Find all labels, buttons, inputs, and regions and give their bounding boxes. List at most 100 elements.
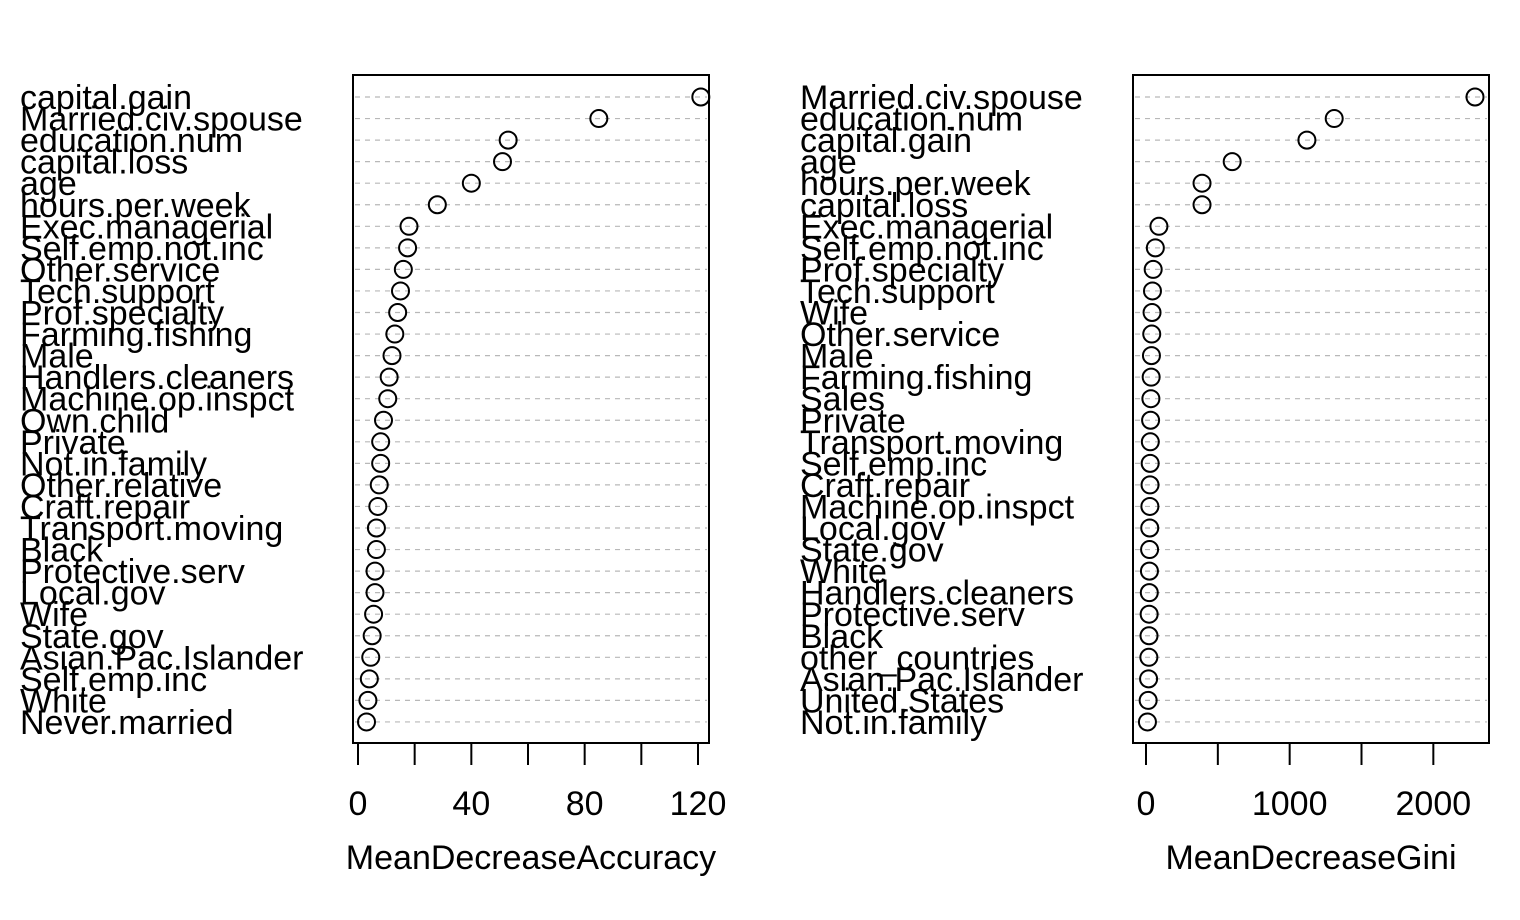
category-label: education.num xyxy=(800,101,1023,139)
data-point xyxy=(1141,367,1161,387)
category-label: White xyxy=(800,553,887,591)
data-point xyxy=(691,87,711,107)
category-label: Male xyxy=(800,338,874,376)
category-label: Machine.op.inspct xyxy=(800,488,1075,526)
data-point xyxy=(1140,518,1160,538)
data-point xyxy=(362,626,382,646)
data-point xyxy=(365,561,385,581)
data-point xyxy=(1297,130,1317,150)
x-axis-title: MeanDecreaseAccuracy xyxy=(346,839,716,877)
data-point xyxy=(393,259,413,279)
data-point xyxy=(1139,561,1159,581)
category-label: Married.civ.spouse xyxy=(800,79,1083,117)
category-label: Protective.serv xyxy=(800,596,1025,634)
category-label: Handlers.cleaners xyxy=(20,359,294,397)
data-point xyxy=(357,712,376,732)
x-tick-label: 0 xyxy=(349,785,368,823)
data-point xyxy=(493,152,512,172)
data-point xyxy=(379,367,399,387)
category-label: Protective.serv xyxy=(20,553,245,591)
category-label: Craft.repair xyxy=(20,488,190,526)
data-point xyxy=(391,281,410,301)
plot-frame-2 xyxy=(1132,74,1490,744)
category-label: Self.emp.inc xyxy=(20,661,207,699)
category-label: Other.service xyxy=(20,251,220,289)
category-label: age xyxy=(20,165,77,203)
data-point xyxy=(365,583,385,603)
data-point xyxy=(398,238,418,258)
data-point xyxy=(1139,583,1159,603)
data-point xyxy=(1141,410,1161,430)
data-point xyxy=(364,604,384,624)
data-point xyxy=(378,389,398,409)
category-label: capital.loss xyxy=(800,187,968,225)
x-tick-label: 40 xyxy=(452,785,490,823)
category-label: Machine.op.inspct xyxy=(20,381,295,419)
data-point xyxy=(1138,690,1158,710)
data-point xyxy=(1140,475,1160,495)
data-point xyxy=(1141,346,1161,366)
data-point xyxy=(366,540,386,560)
category-label: Private xyxy=(800,402,906,440)
category-label: Wife xyxy=(20,596,88,634)
data-point xyxy=(1145,238,1165,258)
data-point xyxy=(1192,195,1212,215)
category-label: capital.gain xyxy=(20,79,192,117)
x-tick-label: 80 xyxy=(566,785,604,823)
category-label: Self.emp.not.inc xyxy=(800,230,1044,268)
category-label: Asian.Pac.Islander xyxy=(800,661,1084,699)
category-label: hours.per.week xyxy=(20,187,252,225)
x-tick-label: 2000 xyxy=(1396,785,1472,823)
category-label: Prof.specialty xyxy=(800,251,1004,289)
data-point xyxy=(1139,647,1159,667)
category-label: Tech.support xyxy=(20,273,215,311)
data-point xyxy=(358,690,378,710)
category-label: State.gov xyxy=(800,532,944,570)
x-axis-title: MeanDecreaseGini xyxy=(1165,839,1456,877)
data-point xyxy=(371,432,391,452)
category-label: Craft.repair xyxy=(800,467,970,505)
category-label: capital.gain xyxy=(800,122,972,160)
data-point xyxy=(461,173,481,193)
category-label: Exec.managerial xyxy=(800,208,1053,246)
data-point xyxy=(388,303,408,322)
data-point xyxy=(399,216,419,236)
category-label: other_countries xyxy=(800,639,1034,677)
data-point xyxy=(1140,432,1160,452)
data-point xyxy=(498,130,518,150)
category-label: Married.civ.spouse xyxy=(20,101,303,139)
data-point xyxy=(1142,324,1162,344)
x-tick-label: 0 xyxy=(1137,785,1156,823)
data-point xyxy=(1139,626,1159,646)
category-label: State.gov xyxy=(20,618,164,656)
category-label: age xyxy=(800,144,857,182)
category-label: Male xyxy=(20,338,94,376)
data-point xyxy=(359,669,379,689)
data-point xyxy=(371,453,391,473)
plot-frame-1 xyxy=(352,74,710,744)
data-point xyxy=(1222,152,1242,172)
category-label: White xyxy=(20,682,107,720)
category-label: Own.child xyxy=(20,402,169,440)
data-point xyxy=(1143,259,1163,279)
category-label: capital.loss xyxy=(20,144,188,182)
data-point xyxy=(374,410,393,430)
x-tick-label: 120 xyxy=(670,785,727,823)
data-point xyxy=(427,195,447,215)
category-label: Asian.Pac.Islander xyxy=(20,639,304,677)
category-label: Transport.moving xyxy=(20,510,283,548)
category-label: Private xyxy=(20,424,126,462)
data-point xyxy=(1324,109,1344,129)
category-label: Local.gov xyxy=(800,510,946,548)
category-label: Prof.specialty xyxy=(20,295,224,333)
data-point xyxy=(1140,496,1160,516)
category-label: Other.service xyxy=(800,316,1000,354)
category-label: Not.in.family xyxy=(800,704,987,742)
category-label: Other.relative xyxy=(20,467,222,505)
category-label: Never.married xyxy=(20,704,234,742)
data-point xyxy=(1142,303,1162,322)
data-point xyxy=(1140,453,1160,473)
x-tick-label: 1000 xyxy=(1252,785,1328,823)
category-label: Self.emp.inc xyxy=(800,445,987,483)
data-point xyxy=(1192,173,1212,193)
